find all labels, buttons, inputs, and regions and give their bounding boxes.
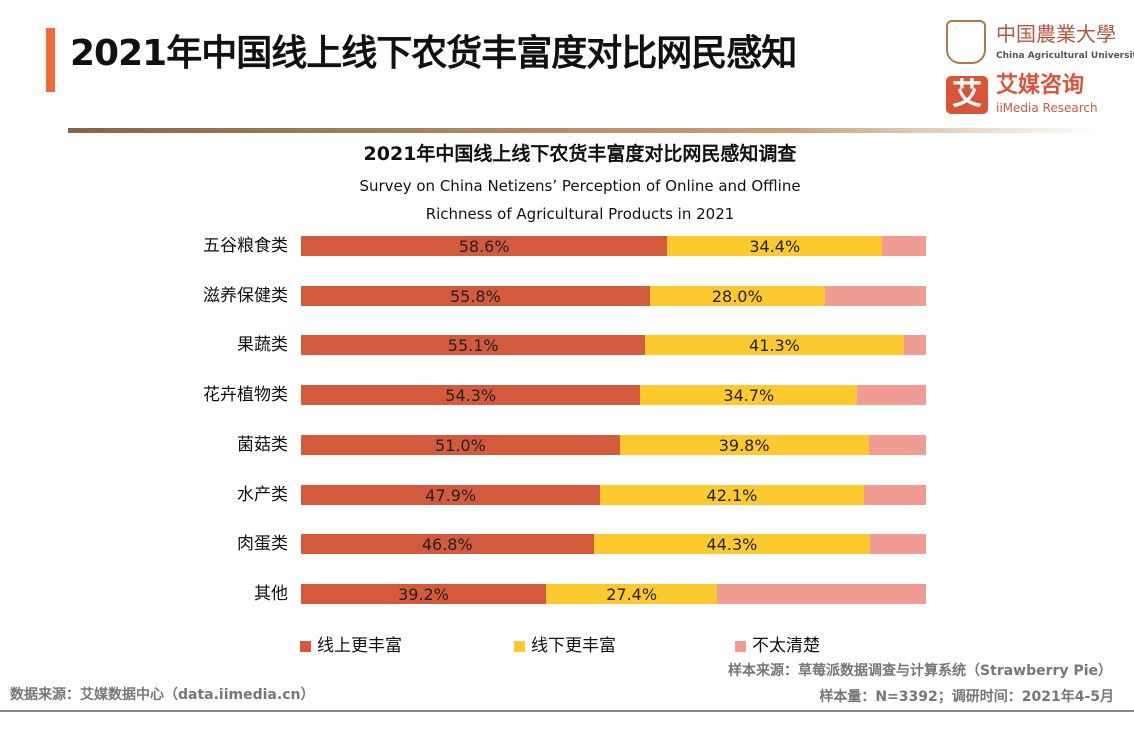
bar-segment <box>863 485 926 505</box>
university-logo-text: 中国農業大學 <box>996 22 1116 46</box>
legend-online: 线上更丰富 <box>300 636 402 657</box>
iimedia-logo-text: 艾媒咨询 <box>996 73 1085 98</box>
data-label: 27.4% <box>606 585 658 604</box>
legend-label: 线下更丰富 <box>531 636 616 656</box>
data-label: 41.3% <box>749 336 800 355</box>
data-label: 51.0% <box>434 436 486 455</box>
category-label: 滋养保健类 <box>203 286 288 306</box>
bar-segment: 58.6% <box>301 236 668 256</box>
bar-segment <box>870 534 926 554</box>
chart-subtitle-2: Richness of Agricultural Products in 202… <box>425 205 735 223</box>
header-divider <box>68 128 1098 133</box>
data-label: 58.6% <box>458 237 510 256</box>
bar-segment <box>717 584 926 604</box>
bar-segment: 46.8% <box>301 534 594 554</box>
legend-swatch <box>735 641 746 652</box>
data-label: 47.9% <box>425 486 477 505</box>
data-source: 数据来源：艾媒数据中心（data.iimedia.cn） <box>10 687 315 703</box>
sample-source: 样本来源：草莓派数据调查与计算系统（Strawberry Pie） <box>728 663 1112 679</box>
bar-segment: 27.4% <box>546 584 718 604</box>
chart-title: 2021年中国线上线下农货丰富度对比网民感知调查 <box>363 143 797 165</box>
bar-segment: 55.1% <box>301 335 646 355</box>
category-label: 肉蛋类 <box>237 534 288 554</box>
data-label: 55.1% <box>447 336 499 355</box>
data-label: 55.8% <box>449 287 501 306</box>
bar-segment: 51.0% <box>301 435 620 455</box>
bar-segment: 42.1% <box>600 485 864 505</box>
title-accent <box>46 28 55 92</box>
bar-segment: 44.3% <box>593 534 871 554</box>
category-label: 花卉植物类 <box>203 385 288 405</box>
data-label: 42.1% <box>706 486 758 505</box>
iimedia-logo-mark: 艾 <box>946 76 988 114</box>
legend-label: 线上更丰富 <box>317 636 402 656</box>
university-emblem-logo <box>946 20 986 64</box>
footer-divider <box>0 710 1134 712</box>
data-label: 44.3% <box>706 535 758 554</box>
legend-offline: 线下更丰富 <box>514 636 616 657</box>
bar-segment: 28.0% <box>649 286 825 306</box>
iimedia-logo-subtext: iiMedia Research <box>996 101 1098 115</box>
bar-segment: 34.7% <box>640 385 858 405</box>
bar-segment <box>882 236 926 256</box>
category-label: 果蔬类 <box>237 335 288 355</box>
data-label: 54.3% <box>445 386 497 405</box>
category-label: 五谷粮食类 <box>203 236 288 256</box>
bar-segment: 54.3% <box>301 385 641 405</box>
data-label: 46.8% <box>421 535 473 554</box>
data-label: 39.8% <box>718 436 770 455</box>
sample-info: 样本量：N=3392；调研时间：2021年4-5月 <box>819 689 1114 705</box>
bar-segment: 55.8% <box>301 286 650 306</box>
bar-segment: 39.8% <box>619 435 869 455</box>
data-label: 39.2% <box>398 585 449 604</box>
bar-segment <box>824 286 926 306</box>
bar-segment: 39.2% <box>301 584 546 604</box>
category-label: 其他 <box>254 584 288 604</box>
chart-subtitle-1: Survey on China Netizens’ Perception of … <box>359 177 801 195</box>
bar-segment: 34.4% <box>667 236 883 256</box>
bar-segment <box>903 335 926 355</box>
data-label: 28.0% <box>711 287 763 306</box>
legend-swatch <box>514 641 525 652</box>
page-title: 2021年中国线上线下农货丰富度对比网民感知 <box>70 33 797 74</box>
bar-segment <box>857 385 926 405</box>
category-label: 水产类 <box>237 485 288 505</box>
bar-segment: 47.9% <box>301 485 601 505</box>
category-label: 菌菇类 <box>237 435 288 455</box>
university-logo-subtext: China Agricultural University <box>996 51 1134 61</box>
data-label: 34.4% <box>749 237 801 256</box>
legend-label: 不太清楚 <box>752 636 820 656</box>
bar-segment: 41.3% <box>645 335 904 355</box>
legend-unsure: 不太清楚 <box>735 636 820 657</box>
data-label: 34.7% <box>723 386 775 405</box>
legend-swatch <box>300 641 311 652</box>
bar-segment <box>868 435 926 455</box>
